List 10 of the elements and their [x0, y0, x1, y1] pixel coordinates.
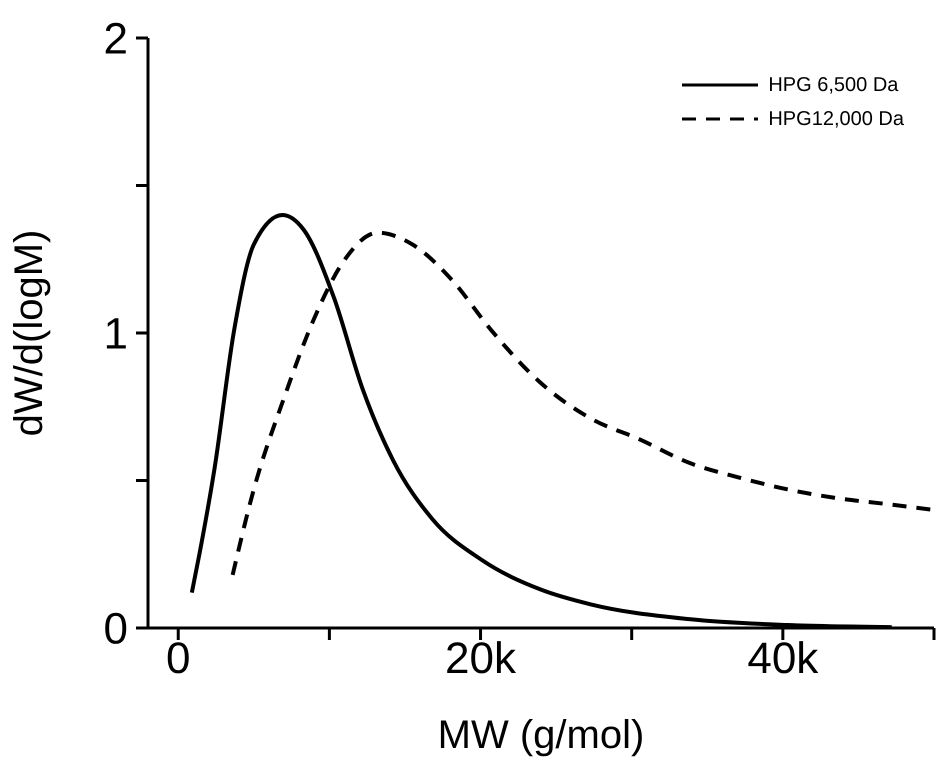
x-axis-title: MW (g/mol)	[438, 713, 644, 757]
y-tick-label: 0	[104, 604, 128, 654]
x-tick-label: 20k	[445, 634, 518, 684]
x-tick-label: 0	[166, 634, 190, 684]
legend-label: HPG 6,500 Da	[768, 74, 898, 96]
y-tick-label: 1	[104, 309, 128, 358]
y-axis-title: dW/d(logM)	[7, 230, 52, 436]
legend-label: HPG12,000 Da	[768, 108, 904, 130]
x-tick-label: 40k	[747, 634, 820, 684]
y-tick-label: 2	[104, 14, 128, 64]
